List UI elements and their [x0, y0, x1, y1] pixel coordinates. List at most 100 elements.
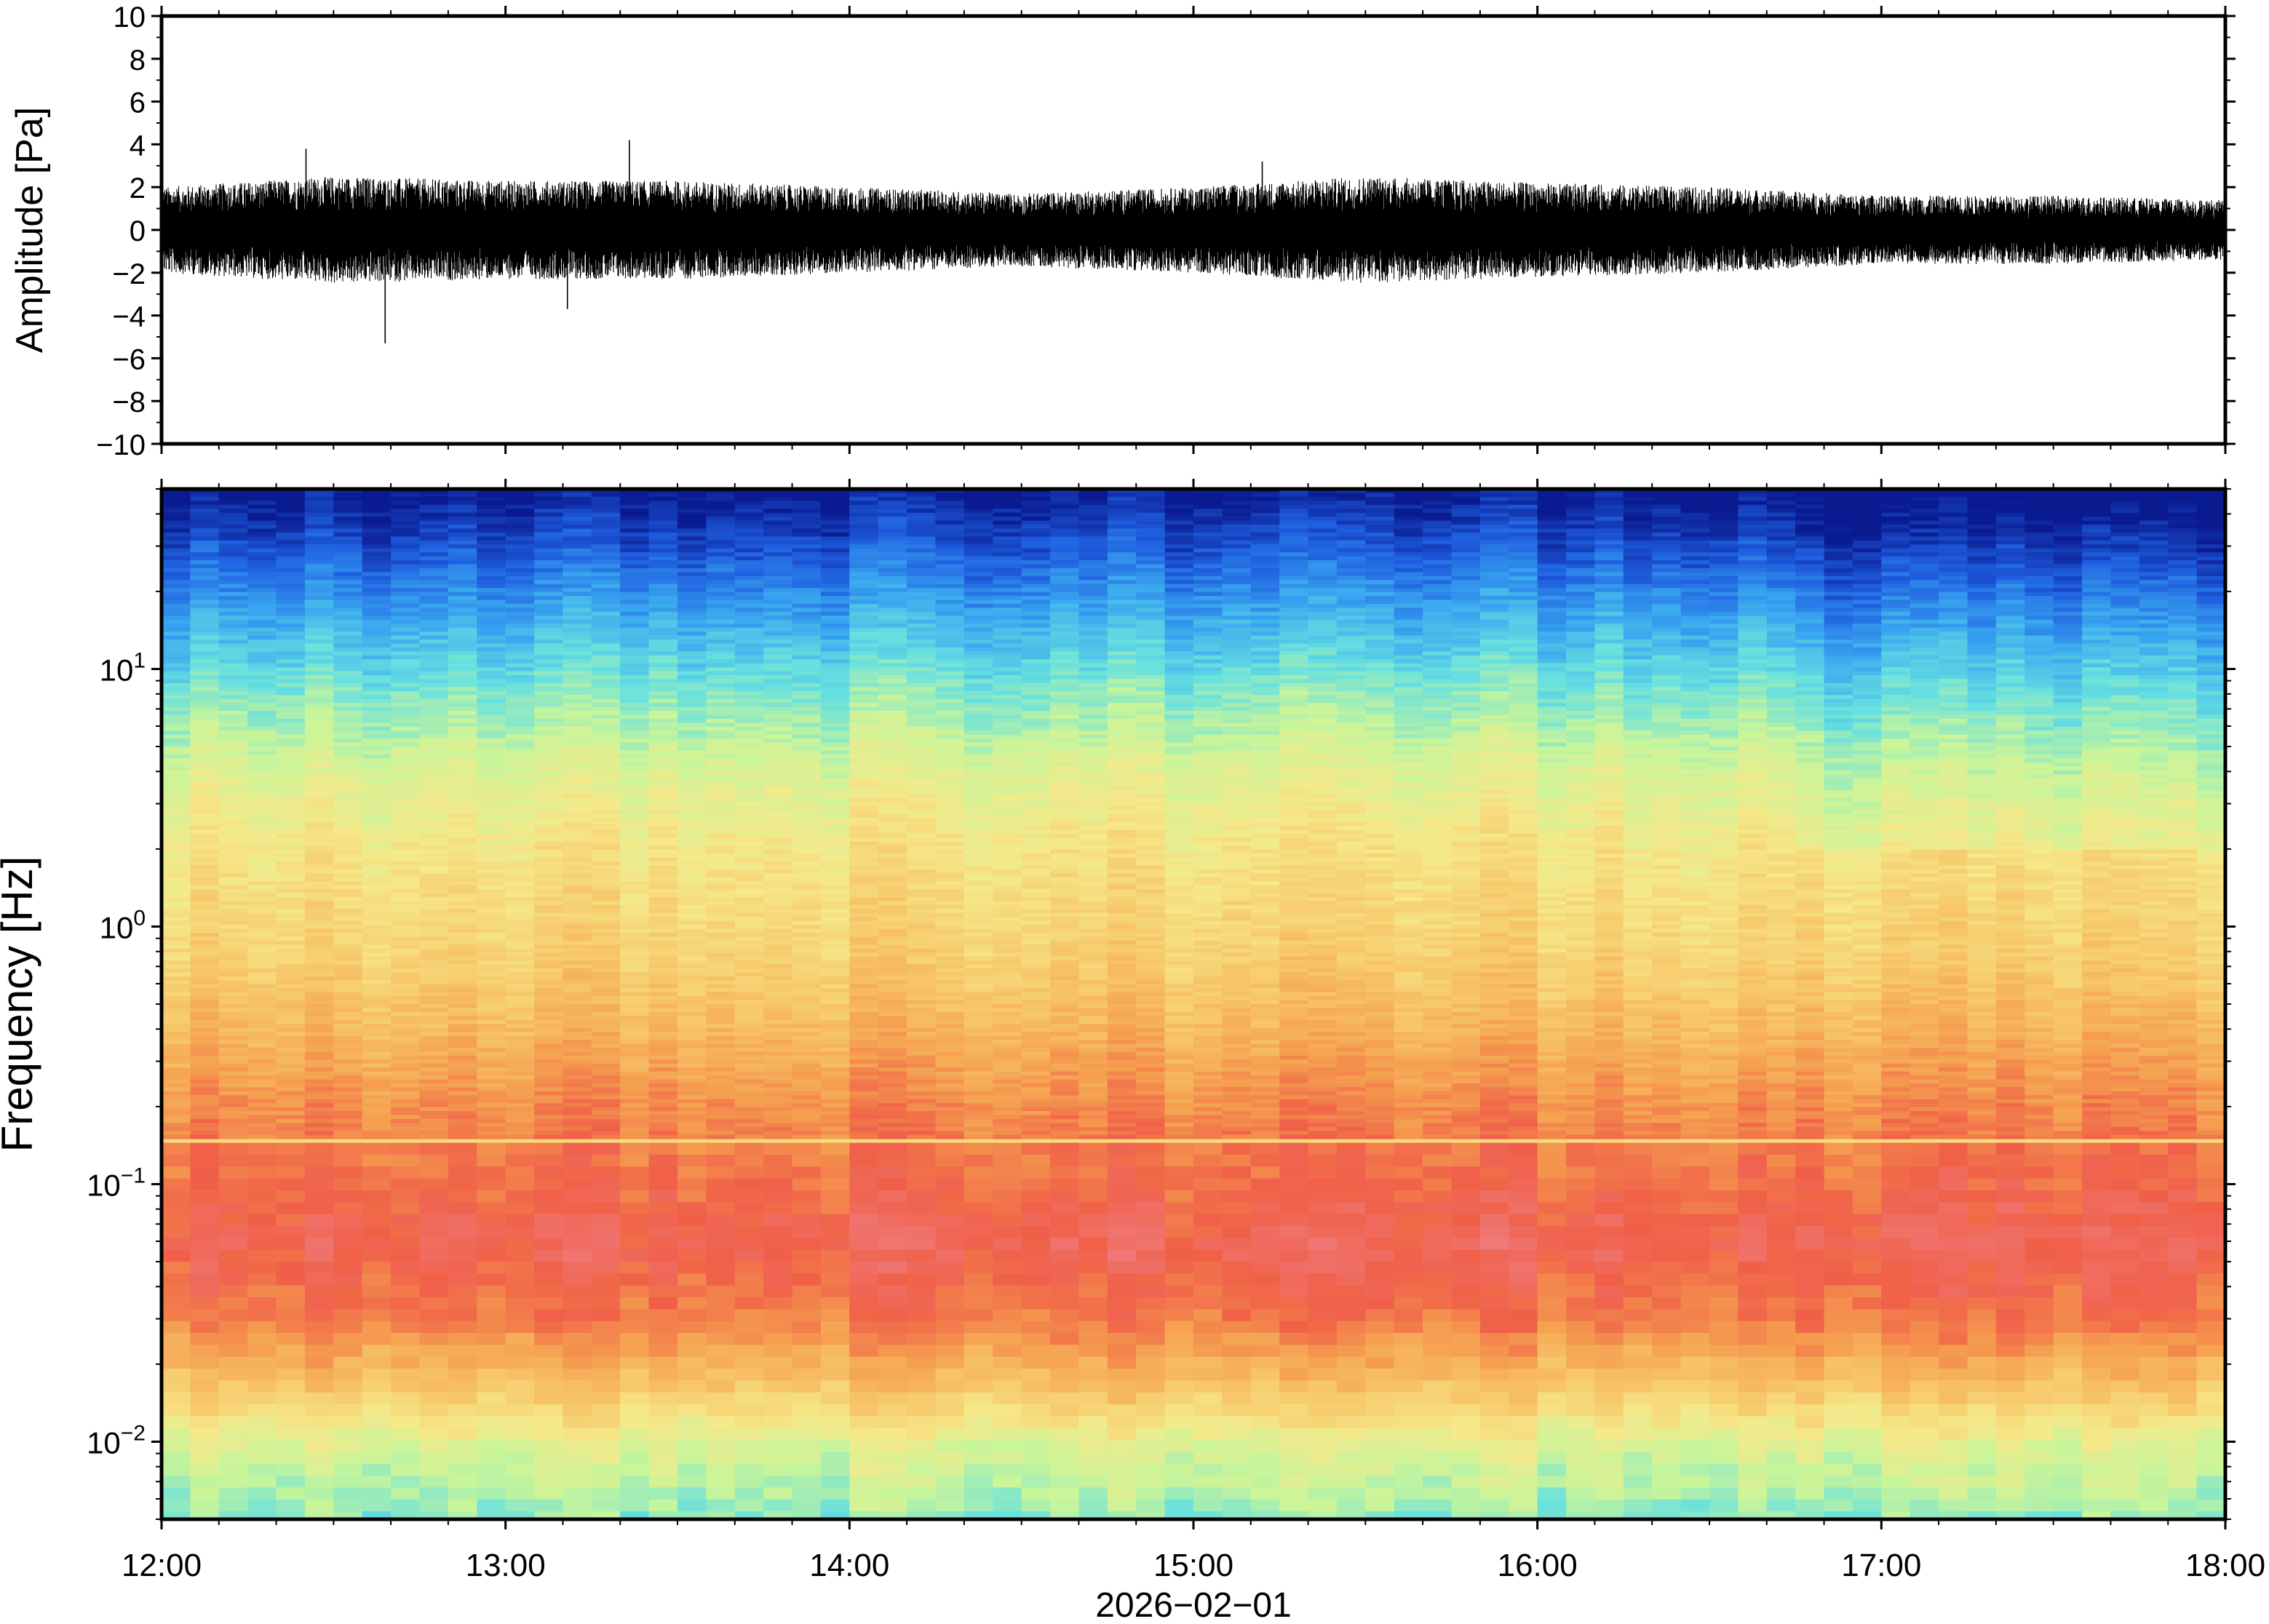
- waveform-y-axis-label: Amplitude [Pa]: [9, 107, 51, 353]
- spectrogram-cell: [448, 984, 477, 989]
- spectrogram-cell: [477, 1134, 506, 1139]
- spectrogram-cell: [419, 1040, 449, 1044]
- spectrogram-cell: [820, 845, 850, 851]
- spectrogram-cell: [849, 984, 879, 989]
- spectrogram-cell: [706, 501, 736, 506]
- spectrogram-cell: [391, 782, 421, 787]
- spectrogram-cell: [763, 682, 793, 688]
- spectrogram-cell: [419, 754, 449, 759]
- spectrogram-cell: [534, 1487, 564, 1500]
- spectrogram-cell: [534, 1273, 564, 1286]
- spectrogram-cell: [333, 802, 363, 807]
- spectrogram-cell: [763, 1134, 793, 1139]
- spectrogram-cell: [792, 917, 822, 922]
- spectrogram-cell: [734, 774, 764, 779]
- spectrogram-cell: [362, 940, 392, 945]
- spectrogram-cell: [763, 904, 793, 909]
- spectrogram-cell: [304, 619, 334, 624]
- spectrogram-cell: [276, 821, 306, 827]
- spectrogram-cell: [534, 690, 564, 696]
- spectrogram-cell: [247, 715, 277, 720]
- spectrogram-cell: [419, 1297, 449, 1310]
- spectrogram-cell: [362, 758, 392, 763]
- spectrogram-cell: [591, 520, 621, 525]
- spectrogram-cell: [333, 1142, 363, 1155]
- spectrogram-cell: [276, 1071, 306, 1076]
- spectrogram-cell: [706, 635, 736, 640]
- spectrogram-cell: [505, 1032, 535, 1037]
- spectrogram-cell: [792, 1142, 822, 1155]
- spectrogram-cell: [734, 742, 764, 747]
- spectrogram-cell: [677, 1214, 707, 1227]
- spectrogram-cell: [505, 774, 535, 779]
- spectrogram-cell: [333, 1202, 363, 1215]
- spectrogram-cell: [333, 762, 363, 767]
- spectrogram-cell: [448, 560, 477, 565]
- spectrogram-cell: [362, 1016, 392, 1021]
- spectrogram-cell: [333, 1071, 363, 1076]
- spectrogram-cell: [247, 1063, 277, 1068]
- spectrogram-cell: [706, 956, 736, 961]
- spectrogram-cell: [477, 667, 506, 672]
- spectrogram-cell: [333, 1238, 363, 1251]
- spectrogram-cell: [419, 881, 449, 886]
- spectrogram-cell: [304, 1321, 334, 1334]
- spectrogram-cell: [304, 1134, 334, 1139]
- spectrogram-cell: [534, 980, 564, 985]
- spectrogram-cell: [620, 520, 650, 525]
- spectrogram-cell: [534, 520, 564, 525]
- spectrogram-cell: [247, 635, 277, 640]
- spectrogram-cell: [304, 940, 334, 945]
- spectrogram-cell: [477, 548, 506, 553]
- spectrogram-cell: [591, 810, 621, 815]
- spectrogram-cell: [677, 789, 707, 795]
- spectrogram-cell: [304, 758, 334, 763]
- spectrogram-cell: [792, 1380, 822, 1393]
- spectrogram-cell: [505, 897, 535, 901]
- spectrogram-cell: [677, 667, 707, 672]
- spectrogram-cell: [362, 810, 392, 815]
- spectrogram-cell: [677, 1262, 707, 1274]
- spectrogram-cell: [792, 632, 822, 637]
- spectrogram-cell: [677, 1428, 707, 1441]
- spectrogram-cell: [563, 786, 592, 791]
- spectrogram-cell: [820, 687, 850, 692]
- spectrogram-cell: [648, 889, 678, 894]
- spectrogram-cell: [218, 580, 248, 585]
- spectrogram-cell: [563, 885, 592, 890]
- spectrogram-cell: [849, 489, 879, 493]
- spectrogram-cell: [448, 940, 477, 945]
- spectrogram-cell: [162, 1095, 191, 1100]
- spectrogram-cell: [190, 1016, 220, 1021]
- spectrogram-cell: [190, 493, 220, 498]
- spectrogram-cell: [677, 739, 707, 744]
- spectrogram-cell: [190, 564, 220, 569]
- spectrogram-cell: [448, 1087, 477, 1092]
- spectrogram-cell: [734, 1428, 764, 1441]
- spectrogram-cell: [706, 1047, 736, 1052]
- spectrogram-cell: [534, 632, 564, 637]
- spectrogram-cell: [763, 952, 793, 958]
- spectrogram-cell: [591, 829, 621, 835]
- spectrogram-cell: [190, 1083, 220, 1088]
- spectrogram-cell: [391, 766, 421, 771]
- spectrogram-cell: [820, 651, 850, 656]
- spectrogram-cell: [190, 758, 220, 763]
- spectrogram-cell: [218, 797, 248, 803]
- spectrogram-cell: [477, 1043, 506, 1048]
- spectrogram-cell: [391, 580, 421, 585]
- spectrogram-cell: [563, 829, 592, 835]
- spectrogram-cell: [648, 706, 678, 712]
- spectrogram-cell: [333, 588, 363, 593]
- spectrogram-cell: [162, 877, 191, 882]
- spectrogram-cell: [763, 1126, 793, 1131]
- spectrogram-cell: [333, 512, 363, 517]
- spectrogram-cell: [849, 1040, 879, 1044]
- spectrogram-cell: [505, 889, 535, 894]
- spectrogram-cell: [333, 1356, 363, 1369]
- spectrogram-cell: [419, 1392, 449, 1405]
- spectrogram-cell: [419, 659, 449, 664]
- spectrogram-cell: [333, 556, 363, 561]
- spectrogram-cell: [477, 786, 506, 791]
- spectrogram-cell: [591, 1059, 621, 1064]
